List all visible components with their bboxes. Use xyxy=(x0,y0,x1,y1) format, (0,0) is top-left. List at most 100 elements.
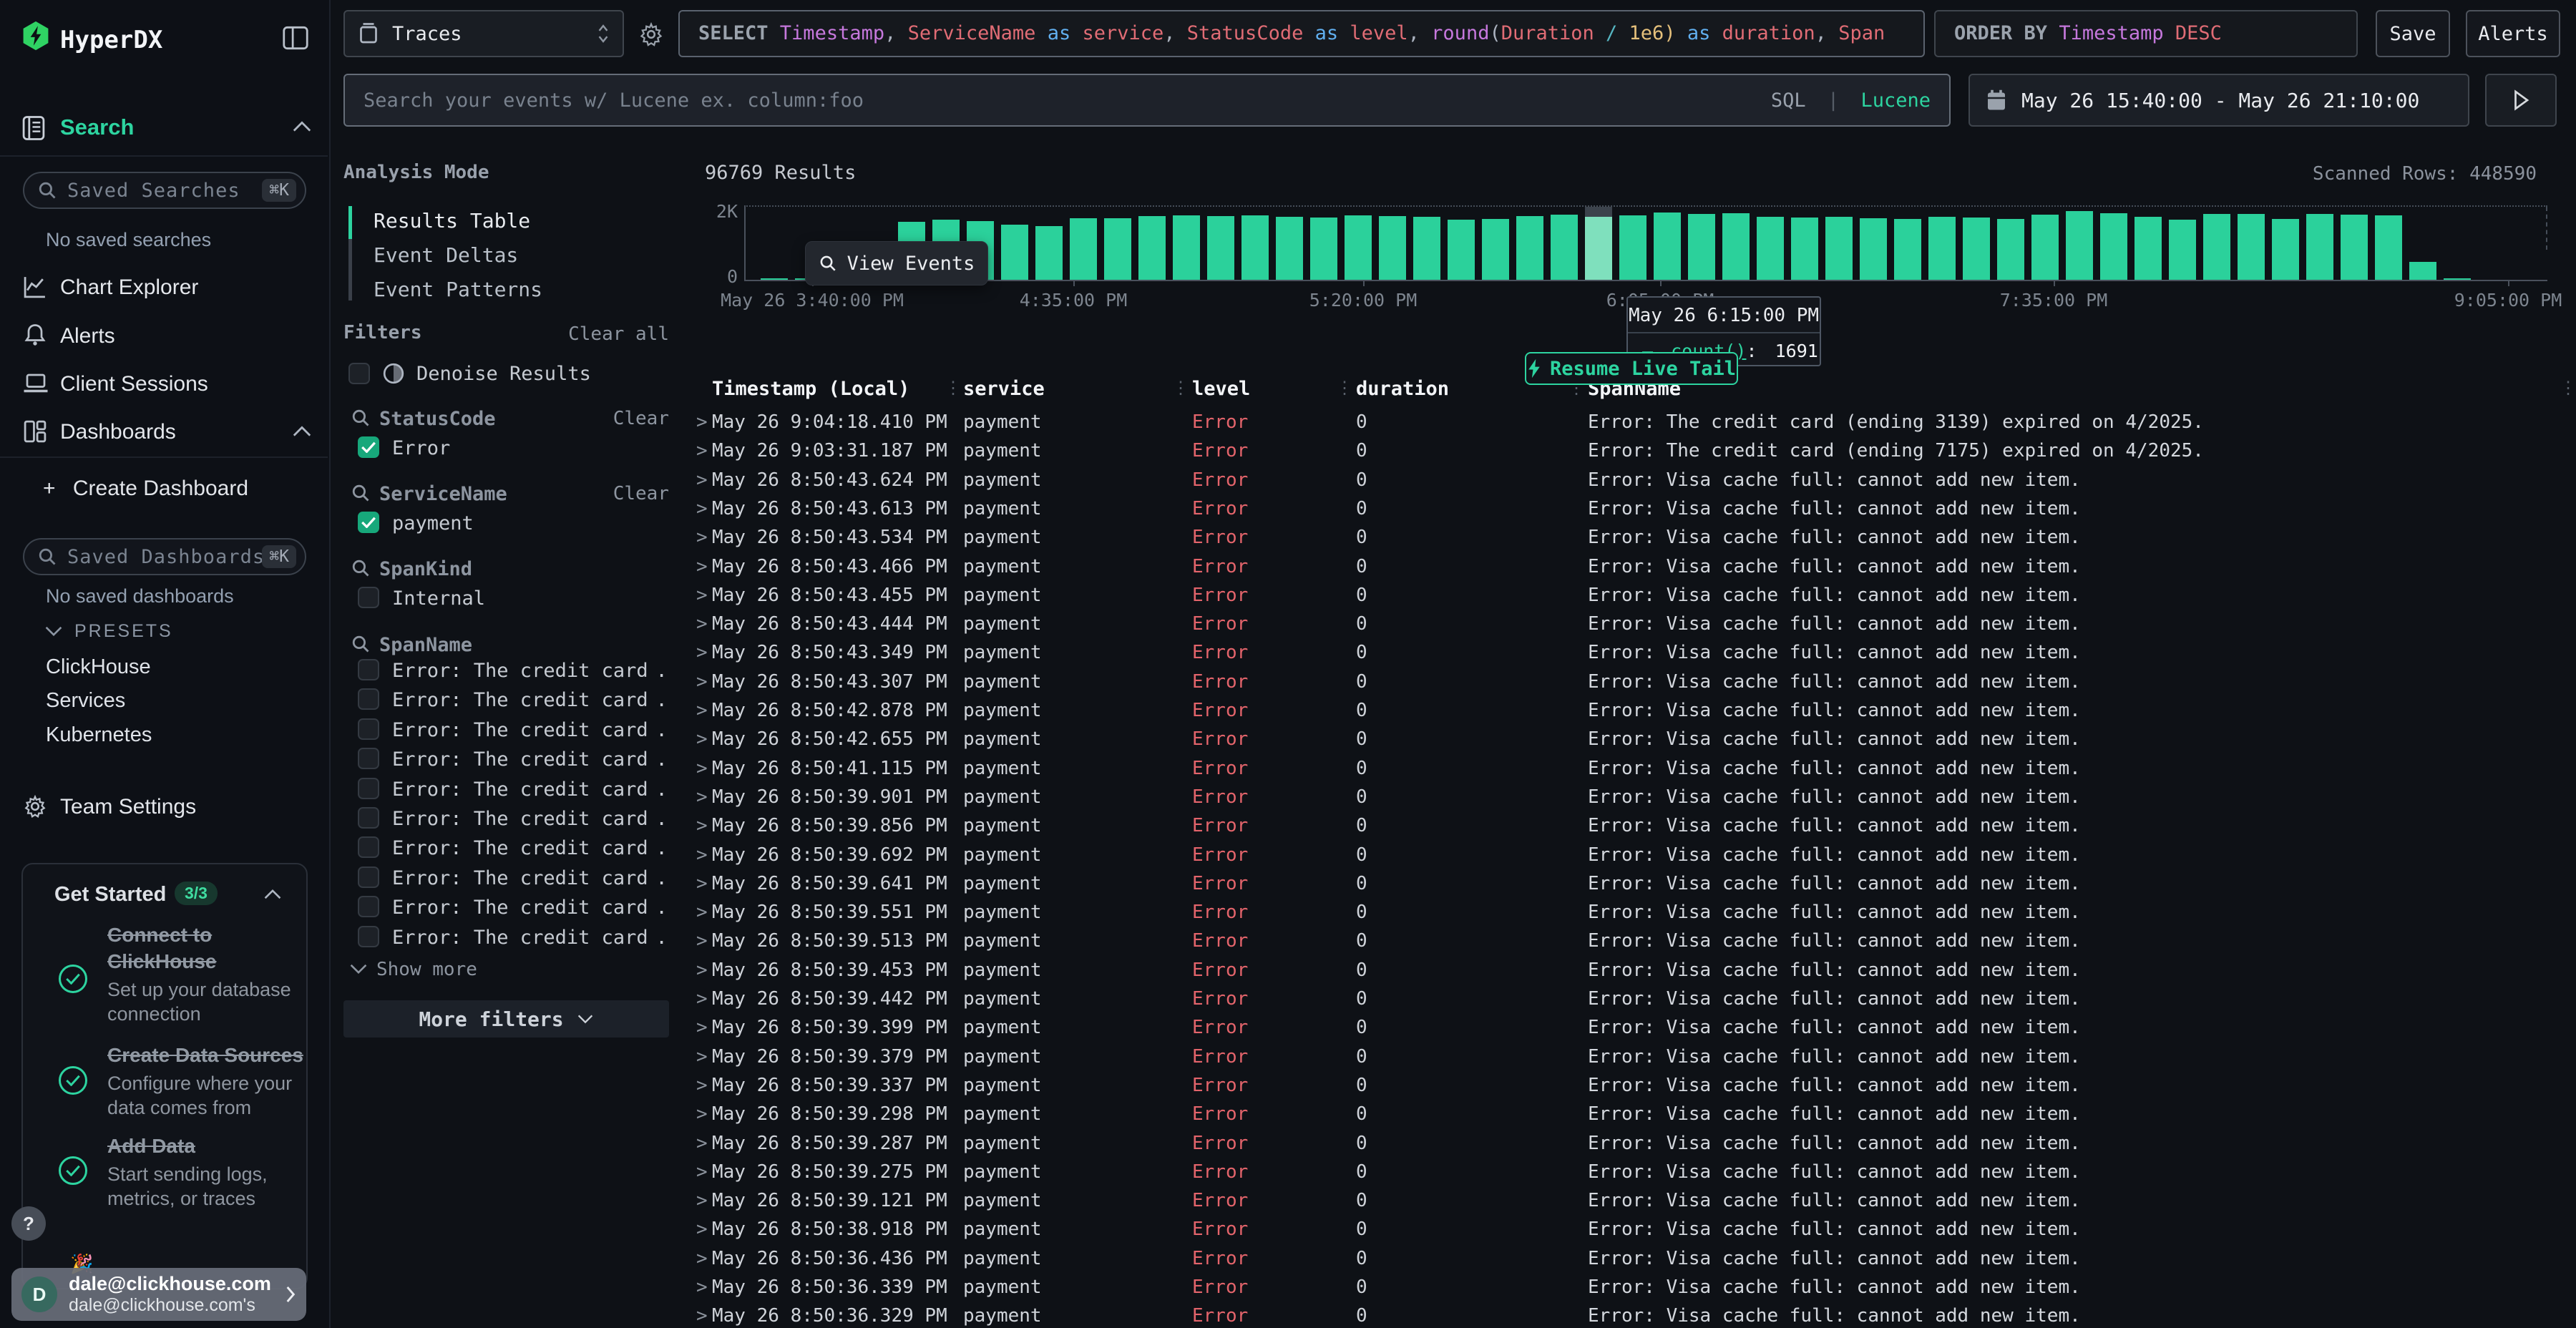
histogram-bar[interactable] xyxy=(1001,225,1028,280)
histogram-bar[interactable] xyxy=(1654,213,1681,280)
create-dashboard-button[interactable]: + Create Dashboard xyxy=(43,477,248,501)
column-resize-handle-icon[interactable]: ⋮ xyxy=(2560,378,2575,398)
spankind-internal-checkbox[interactable] xyxy=(358,587,379,608)
histogram-bar[interactable] xyxy=(1241,215,1269,280)
saved-dashboards-input[interactable]: Saved Dashboards ⌘K xyxy=(23,538,306,575)
spanname-item-label[interactable]: Error: The credit card … xyxy=(392,837,664,859)
search-icon[interactable] xyxy=(351,558,371,578)
row-expand-chevron-icon[interactable]: > xyxy=(696,1219,708,1240)
table-row[interactable]: >May 26 9:03:31.187 PMpaymentError0Error… xyxy=(691,436,2576,465)
histogram-bar[interactable] xyxy=(2238,214,2265,280)
row-expand-chevron-icon[interactable]: > xyxy=(696,1075,708,1096)
row-expand-chevron-icon[interactable]: > xyxy=(696,642,708,663)
collapse-sidebar-icon[interactable] xyxy=(282,26,309,50)
histogram-bar[interactable] xyxy=(1138,216,1166,280)
spanname-item-checkbox[interactable] xyxy=(358,688,379,710)
table-row[interactable]: >May 26 8:50:39.275 PMpaymentError0Error… xyxy=(691,1158,2576,1186)
row-expand-chevron-icon[interactable]: > xyxy=(696,1161,708,1183)
search-icon[interactable] xyxy=(351,408,371,428)
table-row[interactable]: >May 26 8:50:39.337 PMpaymentError0Error… xyxy=(691,1071,2576,1100)
spanname-item-label[interactable]: Error: The credit card … xyxy=(392,660,664,682)
histogram-bar[interactable] xyxy=(1482,219,1509,280)
spanname-item-label[interactable]: Error: The credit card … xyxy=(392,689,664,711)
histogram-bar[interactable] xyxy=(1104,218,1131,280)
row-expand-chevron-icon[interactable]: > xyxy=(696,930,708,952)
row-expand-chevron-icon[interactable]: > xyxy=(696,988,708,1010)
histogram-bar[interactable] xyxy=(1791,218,1818,280)
histogram-bar[interactable] xyxy=(1448,220,1475,280)
col-duration[interactable]: duration xyxy=(1356,378,1449,400)
table-row[interactable]: >May 26 8:50:39.513 PMpaymentError0Error… xyxy=(691,927,2576,955)
chevron-up-icon[interactable] xyxy=(292,425,312,438)
col-timestamp[interactable]: Timestamp (Local) xyxy=(712,378,909,400)
spanname-item-label[interactable]: Error: The credit card … xyxy=(392,748,664,771)
spanname-item-checkbox[interactable] xyxy=(358,659,379,680)
spanname-item-label[interactable]: Error: The credit card … xyxy=(392,897,664,919)
resume-live-tail-button[interactable]: Resume Live Tail xyxy=(1525,352,1738,385)
histogram-bar[interactable] xyxy=(2272,219,2299,280)
sidebar-item-dashboards[interactable]: Dashboards xyxy=(60,420,176,444)
sidebar-item-client-sessions[interactable]: Client Sessions xyxy=(60,372,208,396)
histogram-bar[interactable] xyxy=(2203,214,2230,280)
chevron-up-icon[interactable] xyxy=(292,120,312,133)
column-resize-handle-icon[interactable]: ⋮ xyxy=(945,378,960,398)
sidebar-item-search[interactable]: Search xyxy=(60,114,134,140)
row-expand-chevron-icon[interactable]: > xyxy=(696,815,708,836)
chevron-down-icon[interactable] xyxy=(349,963,368,975)
col-level[interactable]: level xyxy=(1192,378,1250,400)
row-expand-chevron-icon[interactable]: > xyxy=(696,498,708,519)
histogram-bar[interactable] xyxy=(1379,216,1406,280)
spanname-item-label[interactable]: Error: The credit card … xyxy=(392,867,664,889)
row-expand-chevron-icon[interactable]: > xyxy=(696,844,708,866)
clear-all-filters-link[interactable]: Clear all xyxy=(568,323,669,345)
histogram-bar[interactable] xyxy=(1757,217,1784,280)
spanname-item-label[interactable]: Error: The credit card … xyxy=(392,808,664,830)
servicename-payment-checkbox[interactable] xyxy=(358,512,379,533)
table-row[interactable]: >May 26 9:04:18.410 PMpaymentError0Error… xyxy=(691,408,2576,436)
presets-section-label[interactable]: PRESETS xyxy=(74,621,173,642)
table-row[interactable]: >May 26 8:50:39.442 PMpaymentError0Error… xyxy=(691,985,2576,1013)
histogram-bar[interactable] xyxy=(2066,211,2093,280)
table-row[interactable]: >May 26 8:50:43.534 PMpaymentError0Error… xyxy=(691,523,2576,552)
table-row[interactable]: >May 26 8:50:39.692 PMpaymentError0Error… xyxy=(691,841,2576,869)
row-expand-chevron-icon[interactable]: > xyxy=(696,700,708,721)
spanname-item-label[interactable]: Error: The credit card … xyxy=(392,778,664,801)
row-expand-chevron-icon[interactable]: > xyxy=(696,556,708,577)
row-expand-chevron-icon[interactable]: > xyxy=(696,728,708,750)
histogram-bar[interactable] xyxy=(1035,226,1063,280)
clear-servicename-link[interactable]: Clear xyxy=(613,483,669,504)
row-expand-chevron-icon[interactable]: > xyxy=(696,758,708,779)
spanname-item-checkbox[interactable] xyxy=(358,896,379,917)
histogram-bar[interactable] xyxy=(1894,219,1921,280)
histogram-bar[interactable] xyxy=(2341,215,2368,280)
row-expand-chevron-icon[interactable]: > xyxy=(696,585,708,606)
histogram-bar[interactable] xyxy=(1173,215,1200,280)
table-row[interactable]: >May 26 8:50:39.298 PMpaymentError0Error… xyxy=(691,1100,2576,1128)
denoise-checkbox[interactable] xyxy=(348,363,370,384)
histogram-bar[interactable] xyxy=(1860,218,1887,280)
histogram-bar[interactable] xyxy=(1207,216,1234,280)
row-expand-chevron-icon[interactable]: > xyxy=(696,1248,708,1269)
search-icon[interactable] xyxy=(351,483,371,503)
histogram-bar[interactable] xyxy=(1722,213,1750,280)
row-expand-chevron-icon[interactable]: > xyxy=(696,671,708,693)
histogram-bar[interactable] xyxy=(1516,216,1543,280)
table-row[interactable]: >May 26 8:50:43.444 PMpaymentError0Error… xyxy=(691,610,2576,638)
mode-event-deltas[interactable]: Event Deltas xyxy=(374,243,518,267)
spanname-item-checkbox[interactable] xyxy=(358,926,379,947)
statuscode-error-label[interactable]: Error xyxy=(392,437,450,459)
table-row[interactable]: >May 26 8:50:43.455 PMpaymentError0Error… xyxy=(691,581,2576,610)
histogram-bar[interactable] xyxy=(1310,218,1337,280)
table-row[interactable]: >May 26 8:50:39.379 PMpaymentError0Error… xyxy=(691,1043,2576,1071)
histogram-bar[interactable] xyxy=(1997,219,2024,280)
table-row[interactable]: >May 26 8:50:39.287 PMpaymentError0Error… xyxy=(691,1129,2576,1158)
servicename-payment-label[interactable]: payment xyxy=(392,512,474,534)
get-started-item[interactable]: Connect to ClickHouse Set up your databa… xyxy=(107,922,309,1026)
statuscode-error-checkbox[interactable] xyxy=(358,436,379,458)
histogram-bar[interactable] xyxy=(2375,215,2402,280)
table-row[interactable]: >May 26 8:50:42.878 PMpaymentError0Error… xyxy=(691,696,2576,725)
row-expand-chevron-icon[interactable]: > xyxy=(696,527,708,548)
histogram-bar[interactable] xyxy=(1070,218,1097,280)
spanname-item-checkbox[interactable] xyxy=(358,807,379,829)
histogram-bar[interactable] xyxy=(1688,214,1715,280)
